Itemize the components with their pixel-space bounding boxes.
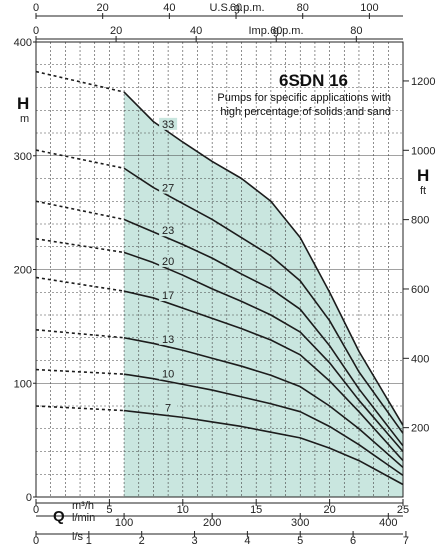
y-left-tick-label: 200: [14, 265, 32, 277]
x-ls-tick-label: 6: [350, 535, 356, 545]
curve-label-13: 13: [162, 334, 174, 346]
curve-extension-10: [35, 368, 125, 375]
y-right-tick-label: 800: [411, 215, 429, 227]
x-lmin-tick-label: 400: [379, 517, 397, 529]
y-right-tick-label: 1200: [411, 76, 435, 88]
y-axis-right-label: H: [417, 166, 429, 185]
x-usgpm-tick-label: 80: [297, 2, 309, 14]
curve-20: [123, 251, 404, 453]
x-axis-unit-lmin: l/min: [72, 512, 95, 524]
x-ls-tick-label: 7: [403, 535, 409, 545]
y-left-tick-label: 0: [26, 492, 32, 504]
y-left-tick-label: 400: [14, 37, 32, 49]
y-axis-left-unit: m: [20, 113, 29, 125]
x-m3h-tick-label: 0: [33, 504, 39, 516]
x-ls-tick-label: 0: [33, 535, 39, 545]
curve-label-27: 27: [162, 183, 174, 195]
operating-range-fill: [124, 92, 403, 498]
curve-label-bg: [159, 117, 178, 130]
curve-extension-20: [35, 237, 125, 254]
x-usgpm-tick-label: 0: [33, 2, 39, 14]
curve-7: [123, 409, 404, 486]
x-ls-tick-label: 5: [297, 535, 303, 545]
x-lmin-tick-label: 100: [115, 517, 133, 529]
x-ls-tick-label: 2: [139, 535, 145, 545]
y-right-tick-label: 200: [411, 423, 429, 435]
x-ls-tick-label: 3: [191, 535, 197, 545]
y-right-tick-label: 1000: [411, 145, 435, 157]
curve-extension-23: [35, 200, 125, 221]
y-right-tick-label: 600: [411, 284, 429, 296]
curves: 33 27 23 20 17 13 10 7: [35, 70, 404, 486]
x-m3h-tick-label: 15: [250, 504, 262, 516]
chart-subtitle-line-1: Pumps for specific applications with: [217, 92, 391, 104]
curve-label-17: 17: [162, 290, 174, 302]
y-axis-right-unit: ft: [420, 185, 426, 197]
x-ls-tick-label: 1: [86, 535, 92, 545]
x-lmin-tick-label: 300: [291, 517, 309, 529]
x-impgpm-tick-label: 60: [270, 25, 282, 37]
top-axis-impgpm-label: Imp. g.p.m.: [248, 25, 303, 37]
y-left-tick-label: 300: [14, 151, 32, 163]
x-m3h-tick-label: 20: [323, 504, 335, 516]
x-m3h-tick-label: 10: [177, 504, 189, 516]
x-impgpm-tick-label: 20: [110, 25, 122, 37]
operating-range-area: [124, 92, 403, 498]
x-axis-unit-m3h: m³/h: [72, 500, 94, 512]
curve-label-bg: [159, 332, 178, 345]
curve-label-7: 7: [165, 403, 171, 415]
curve-label-bg: [159, 254, 178, 267]
curve-extension-27: [35, 149, 125, 170]
x-usgpm-tick-label: 20: [97, 2, 109, 14]
curve-label-bg: [159, 224, 178, 237]
curve-label-20: 20: [162, 256, 174, 268]
x-ls-tick-label: 4: [244, 535, 250, 545]
x-impgpm-tick-label: 80: [350, 25, 362, 37]
curve-17: [123, 290, 404, 462]
grid: [36, 42, 403, 497]
x-impgpm-tick-label: 0: [33, 25, 39, 37]
curve-extension-7: [35, 405, 125, 412]
x-axis-symbol: Q: [53, 508, 65, 525]
curve-extension-13: [35, 328, 125, 339]
x-impgpm-tick-label: 40: [190, 25, 202, 37]
top-axis-usgpm-label: U.S. g.p.m.: [209, 2, 264, 14]
curve-23: [123, 218, 404, 447]
curve-label-23: 23: [162, 225, 174, 237]
x-usgpm-tick-label: 100: [360, 2, 378, 14]
curve-extension-17: [35, 276, 125, 292]
curve-27: [123, 167, 404, 434]
y-right-tick-label: 400: [411, 353, 429, 365]
curve-33: [123, 91, 404, 426]
curve-13: [123, 336, 404, 469]
x-usgpm-tick-label: 40: [163, 2, 175, 14]
chart-subtitle-line-2: high percentage of solids and sand: [220, 106, 391, 118]
x-usgpm-tick-label: 60: [230, 2, 242, 14]
labels: 6SDN 16 Pumps for specific applications …: [17, 2, 429, 543]
x-m3h-tick-label: 5: [106, 504, 112, 516]
curve-label-bg: [159, 181, 178, 194]
curve-label-10: 10: [162, 369, 174, 381]
x-axis-unit-ls: l/s: [72, 531, 84, 543]
curve-label-bg: [159, 401, 178, 414]
y-left-tick-label: 100: [14, 378, 32, 390]
x-m3h-tick-label: 25: [397, 504, 409, 516]
curve-10: [123, 373, 404, 477]
curve-label-bg: [159, 367, 178, 380]
curve-label-33: 33: [162, 119, 174, 131]
curve-label-bg: [159, 289, 178, 302]
chart-title: 6SDN 16: [279, 71, 348, 90]
y-axis-left-label: H: [17, 94, 29, 113]
x-lmin-tick-label: 200: [203, 517, 221, 529]
